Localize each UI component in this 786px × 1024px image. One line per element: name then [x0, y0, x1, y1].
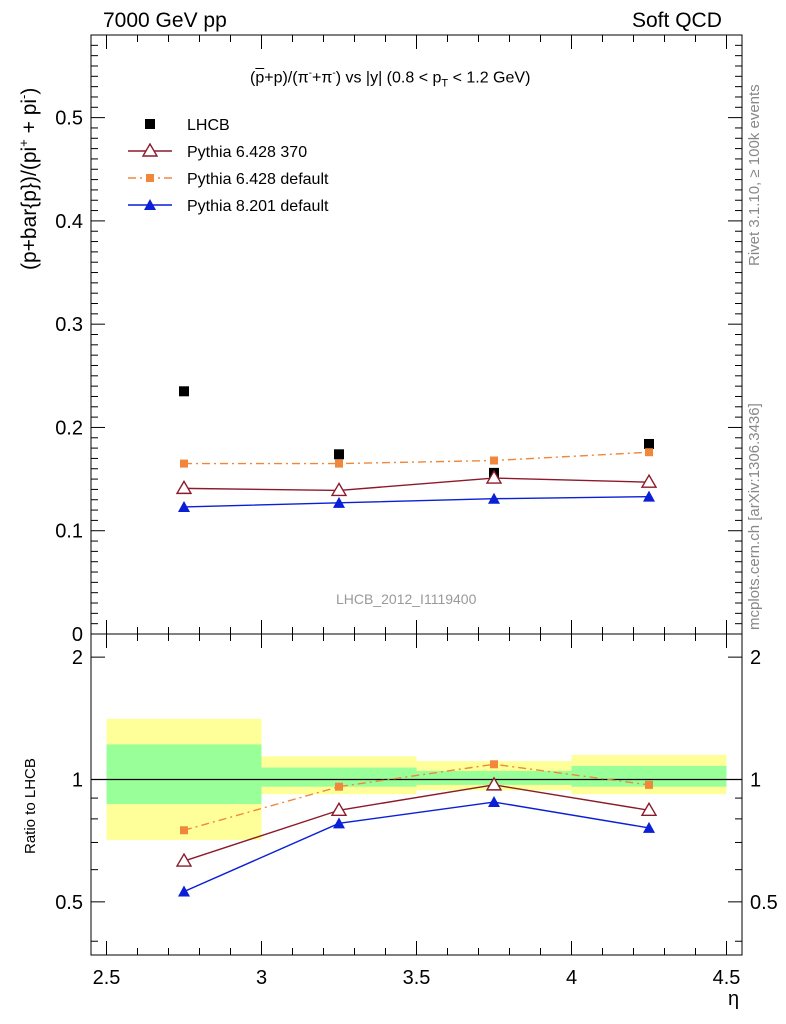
- main-series-line-1: [183, 477, 650, 492]
- band-green-0: [106, 744, 262, 805]
- legend-marker-3: [144, 199, 156, 210]
- ratio-y-tick-label-right: 0.5: [750, 892, 778, 914]
- ratio-series-point-2: [178, 885, 190, 897]
- main-series-point-2: [180, 459, 188, 468]
- main-y-tick-label: 0.2: [55, 417, 83, 439]
- rivet-label: Rivet 3.1.10, ≥ 100k events: [746, 84, 763, 266]
- main-series-point-2: [490, 456, 498, 465]
- ratio-series-point-1: [645, 780, 653, 789]
- main-y-tick-label: 0.1: [55, 521, 83, 543]
- main-series-point-1: [485, 469, 503, 484]
- main-series-point-1: [175, 479, 193, 495]
- ratio-series-point-1: [180, 826, 188, 835]
- x-tick-label: 3.5: [403, 967, 431, 989]
- main-y-tick-label: 0.3: [55, 314, 83, 336]
- analysis-watermark: LHCB_2012_I1119400: [336, 591, 477, 607]
- ratio-series-line-0: [183, 784, 650, 862]
- legend-marker-2: [146, 174, 154, 182]
- ratio-series-point-2: [333, 817, 345, 829]
- legend-marker-1: [141, 142, 159, 157]
- ratio-y-tick-label-right: 1: [750, 769, 761, 791]
- ratio-series-point-0: [485, 776, 503, 791]
- main-series-point-3: [333, 496, 345, 508]
- main-y-tick-label: 0.5: [55, 108, 83, 130]
- ratio-series-point-1: [335, 782, 343, 791]
- ratio-y-tick-label: 0.5: [55, 892, 83, 914]
- ratio-ylabel: Ratio to LHCB: [22, 758, 39, 854]
- main-series-point-2: [335, 459, 343, 468]
- header-left: 7000 GeV pp: [103, 9, 227, 32]
- main-series-point-0: [334, 449, 344, 460]
- ratio-series-point-1: [490, 760, 498, 769]
- legend-label-2: Pythia 6.428 default: [187, 171, 329, 188]
- main-y-tick-label: 0.4: [55, 211, 83, 233]
- main-series-point-3: [488, 492, 500, 504]
- main-series-point-0: [644, 438, 654, 449]
- main-series-point-3: [643, 490, 655, 502]
- legend-label-3: Pythia 8.201 default: [187, 198, 329, 215]
- header-right: Soft QCD: [632, 9, 722, 32]
- ratio-series-line-2: [183, 801, 650, 893]
- main-series-point-1: [640, 473, 658, 488]
- main-ylabel: (p+bar{p})/(pi+ + pi-): [16, 87, 41, 270]
- x-tick-label: 2.5: [93, 967, 121, 989]
- x-tick-label: 4.5: [713, 967, 741, 989]
- band-green-1: [261, 767, 417, 787]
- ratio-y-tick-label: 1: [72, 769, 83, 791]
- main-series-line-3: [183, 495, 650, 508]
- mcplots-label: mcplots.cern.ch [arXiv:1306.3436]: [746, 403, 763, 630]
- x-tick-label: 3: [256, 967, 267, 989]
- ratio-series-point-2: [643, 821, 655, 833]
- x-tick-label: 4: [566, 967, 577, 989]
- chart-title: (p+p)/(π-+π-) vs |y| (0.8 < pT < 1.2 GeV…: [250, 68, 531, 90]
- ratio-series-line-1: [183, 763, 650, 831]
- main-series-line-2: [184, 451, 650, 465]
- ratio-series-point-2: [488, 796, 500, 808]
- legend-marker-0: [145, 119, 155, 129]
- ratio-series-point-0: [175, 852, 193, 867]
- main-series-point-0: [179, 386, 189, 397]
- ratio-y-tick-label-right: 2: [750, 647, 761, 669]
- main-series-point-2: [645, 448, 653, 457]
- ratio-series-point-0: [330, 801, 348, 816]
- main-y-tick-label: 0: [72, 624, 83, 646]
- legend-label-1: Pythia 6.428 370: [187, 144, 307, 161]
- x-axis-label: η: [728, 988, 740, 1010]
- main-series-point-3: [178, 500, 190, 512]
- band-green-3: [571, 765, 727, 787]
- main-series-point-1: [330, 482, 348, 497]
- ratio-series-point-0: [640, 801, 658, 816]
- legend-label-0: LHCB: [187, 117, 230, 134]
- ratio-y-tick-label: 2: [72, 647, 83, 669]
